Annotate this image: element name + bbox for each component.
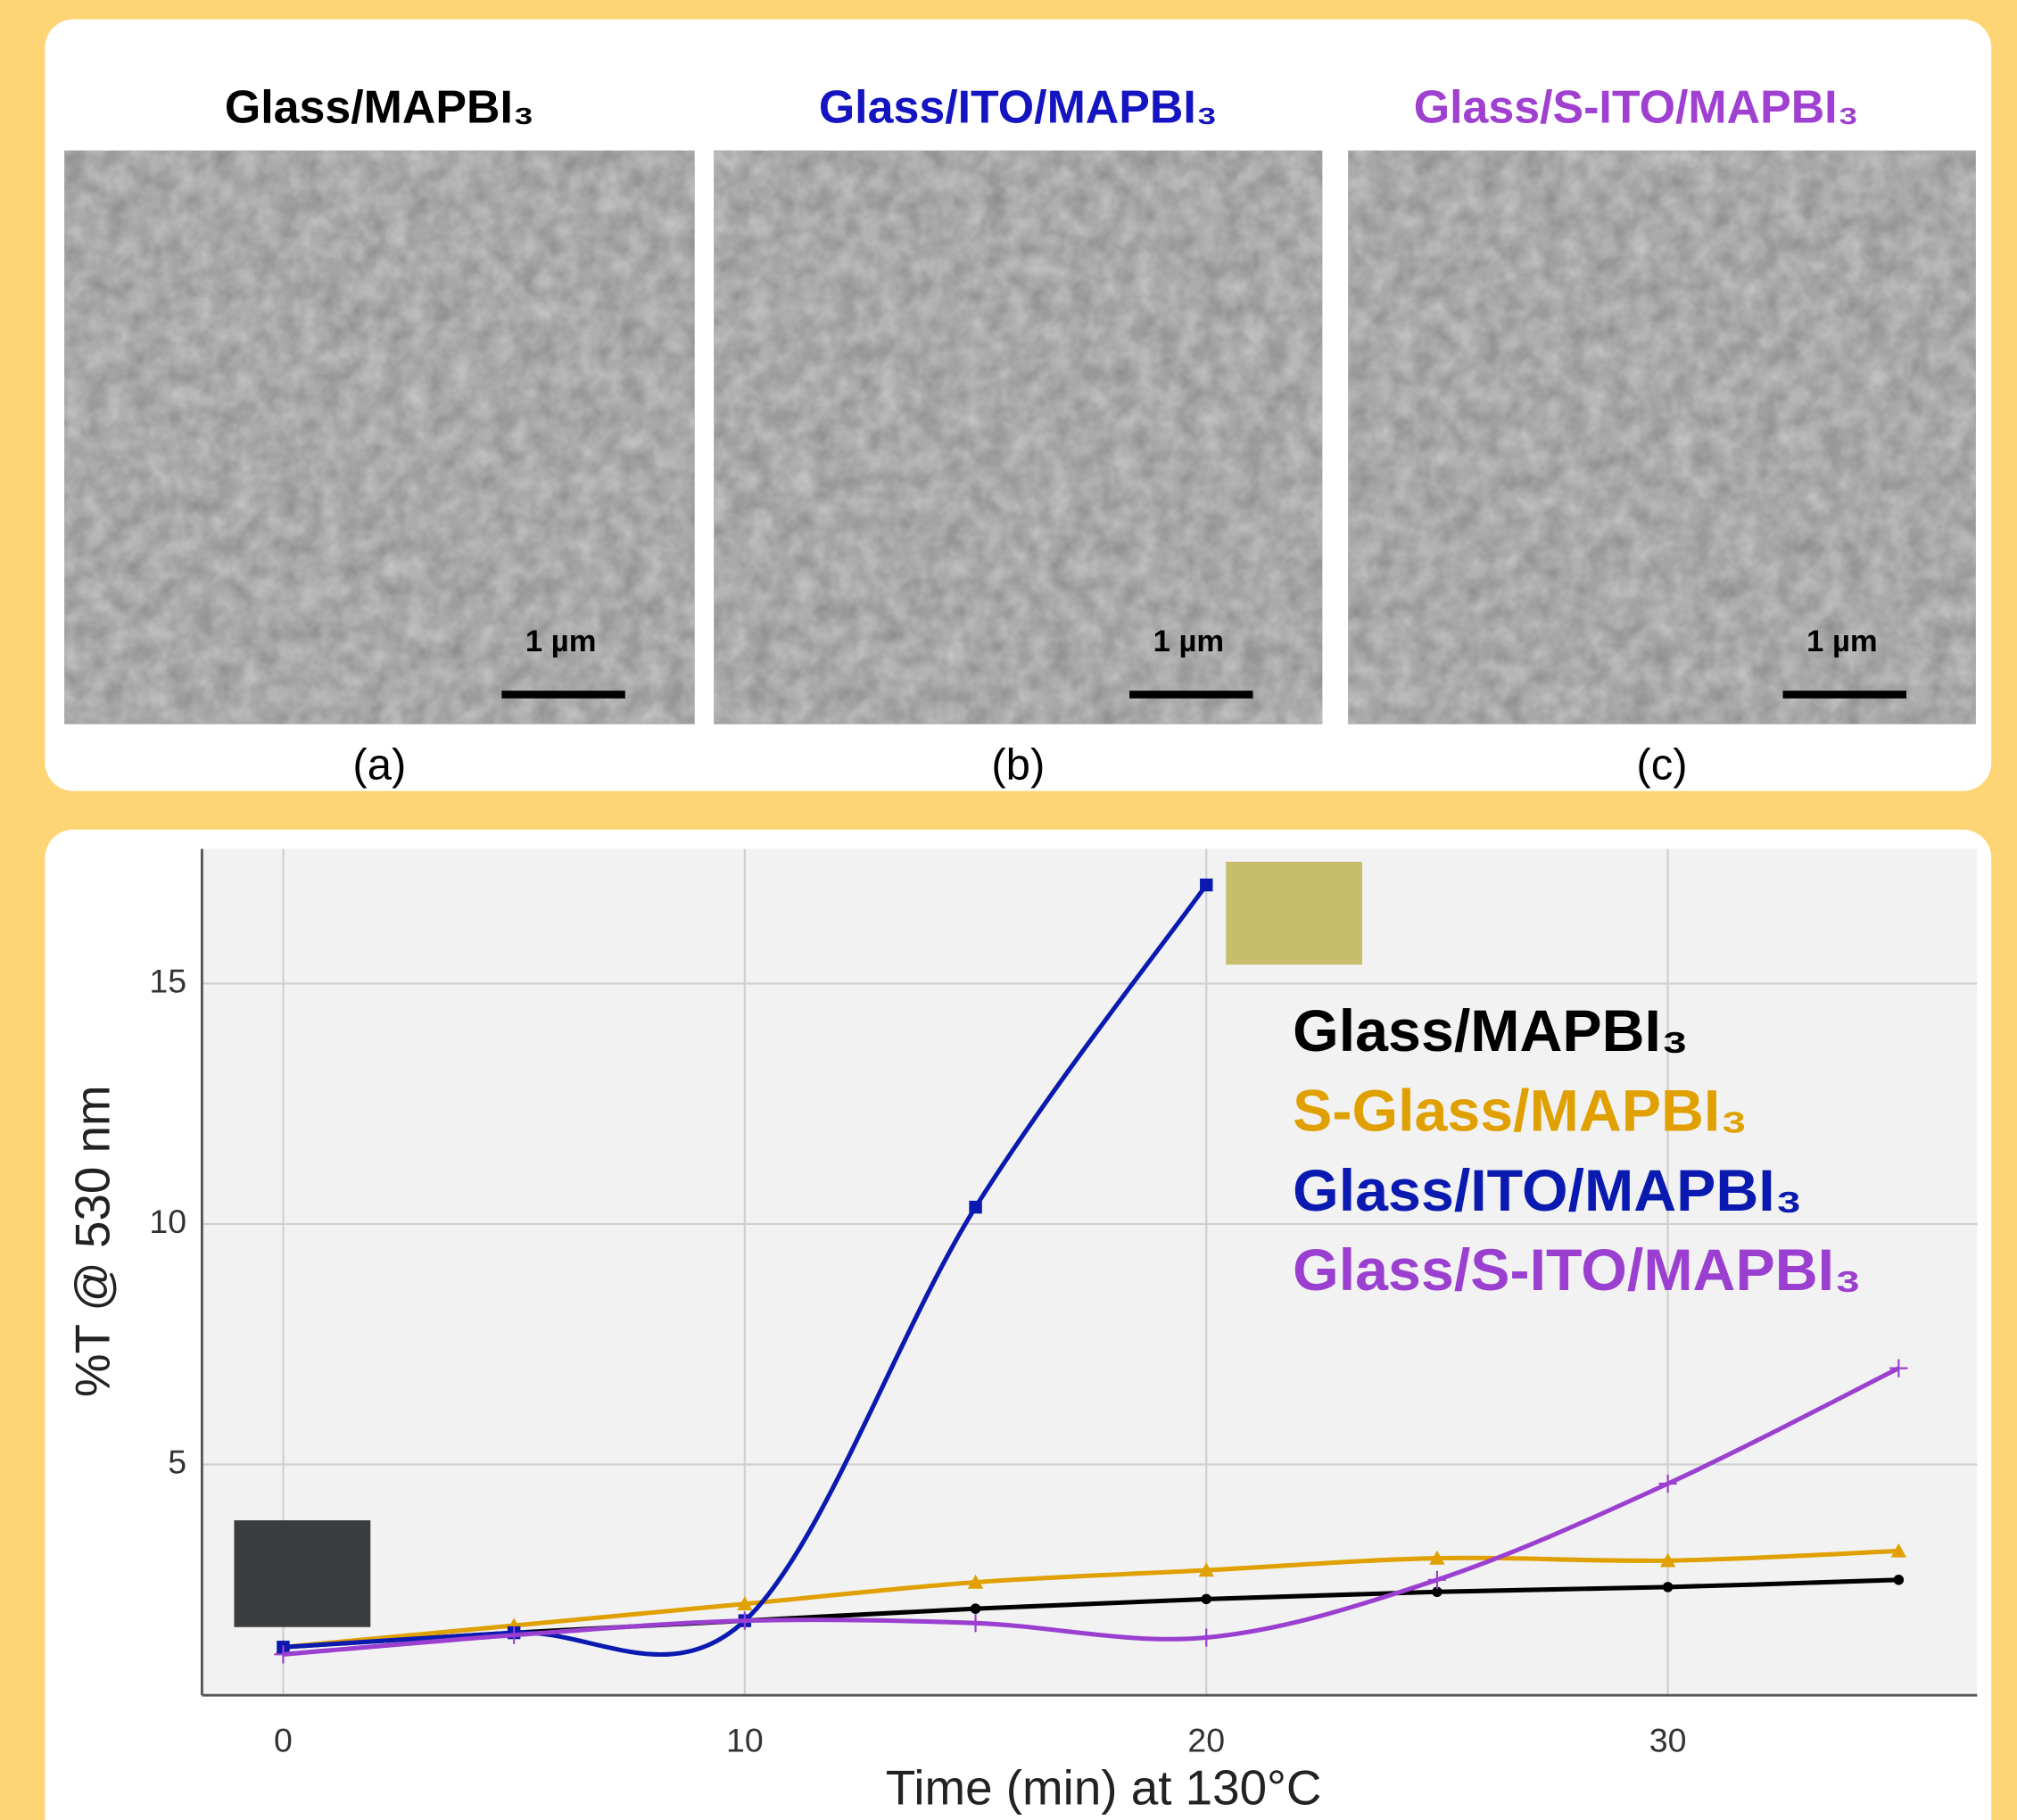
panel-caption: (b) bbox=[991, 741, 1045, 790]
marker bbox=[1201, 1593, 1212, 1605]
marker bbox=[1427, 1570, 1447, 1589]
series-line bbox=[283, 883, 1209, 1657]
y-tick-label: 15 bbox=[149, 962, 186, 999]
panel-caption: (c) bbox=[1636, 741, 1687, 790]
series-line bbox=[283, 1548, 1899, 1650]
panel-title: Glass/S-ITO/MAPBI₃ bbox=[1414, 81, 1859, 133]
x-tick-label: 10 bbox=[726, 1721, 764, 1758]
scale-bar-label: 1 µm bbox=[1806, 625, 1878, 658]
marker bbox=[966, 1614, 985, 1633]
x-tick-label: 20 bbox=[1187, 1721, 1225, 1758]
x-axis-label: Time (min) at 130°C bbox=[886, 1760, 1322, 1816]
x-tick-label: 30 bbox=[1649, 1721, 1687, 1758]
marker bbox=[1432, 1586, 1442, 1598]
plot: 5 10 15 0 10 20 30 Glass/MAPBI₃ S-Glass/MAPBI₃ Gl… bbox=[149, 848, 1978, 1758]
marker bbox=[1198, 1562, 1214, 1577]
sample-photo-yellow bbox=[1226, 861, 1363, 965]
marker bbox=[735, 1611, 754, 1630]
marker bbox=[737, 1596, 753, 1610]
legend-entry: Glass/S-ITO/MAPBI₃ bbox=[1293, 1237, 1862, 1303]
scale-bar-label: 1 µm bbox=[1153, 625, 1225, 658]
y-tick-label: 5 bbox=[168, 1443, 186, 1480]
marker bbox=[1200, 878, 1213, 892]
panel-caption: (a) bbox=[352, 741, 406, 790]
panel-title: Glass/ITO/MAPBI₃ bbox=[819, 81, 1218, 133]
marker bbox=[274, 1645, 293, 1664]
marker bbox=[1662, 1582, 1674, 1592]
panel-title: Glass/MAPBI₃ bbox=[225, 81, 534, 133]
marker bbox=[1890, 1543, 1906, 1558]
marker bbox=[1197, 1628, 1216, 1647]
scale-bar bbox=[1129, 691, 1253, 699]
marker bbox=[969, 1200, 982, 1214]
marker bbox=[1889, 1359, 1908, 1377]
legend-entry: S-Glass/MAPBI₃ bbox=[1293, 1078, 1748, 1144]
marker bbox=[1658, 1474, 1677, 1493]
sem-image bbox=[714, 150, 1323, 724]
y-axis-label: %T @ 530 nm bbox=[65, 1085, 120, 1397]
scale-bar-label: 1 µm bbox=[525, 625, 597, 658]
marker bbox=[505, 1626, 524, 1644]
series-line bbox=[283, 1366, 1900, 1657]
sample-photo-dark bbox=[234, 1520, 371, 1627]
sem-image bbox=[64, 150, 695, 724]
scale-bar bbox=[501, 691, 625, 699]
legend-entry: Glass/MAPBI₃ bbox=[1293, 998, 1688, 1064]
legend-entry: Glass/ITO/MAPBI₃ bbox=[1293, 1158, 1802, 1224]
marker bbox=[967, 1574, 984, 1589]
sem-image bbox=[1348, 150, 1976, 724]
marker bbox=[1659, 1552, 1676, 1568]
scale-bar bbox=[1782, 691, 1906, 699]
marker bbox=[970, 1603, 981, 1614]
marker bbox=[1893, 1575, 1905, 1585]
y-tick-label: 10 bbox=[149, 1203, 186, 1240]
plot-area bbox=[202, 848, 1978, 1696]
sem-panels: Glass/MAPBI₃ 1 µm (a) Glass/ITO/MAPBI₃ 1 µm (… bbox=[64, 81, 1976, 790]
marker bbox=[1429, 1550, 1445, 1565]
x-tick-label: 0 bbox=[274, 1721, 293, 1758]
